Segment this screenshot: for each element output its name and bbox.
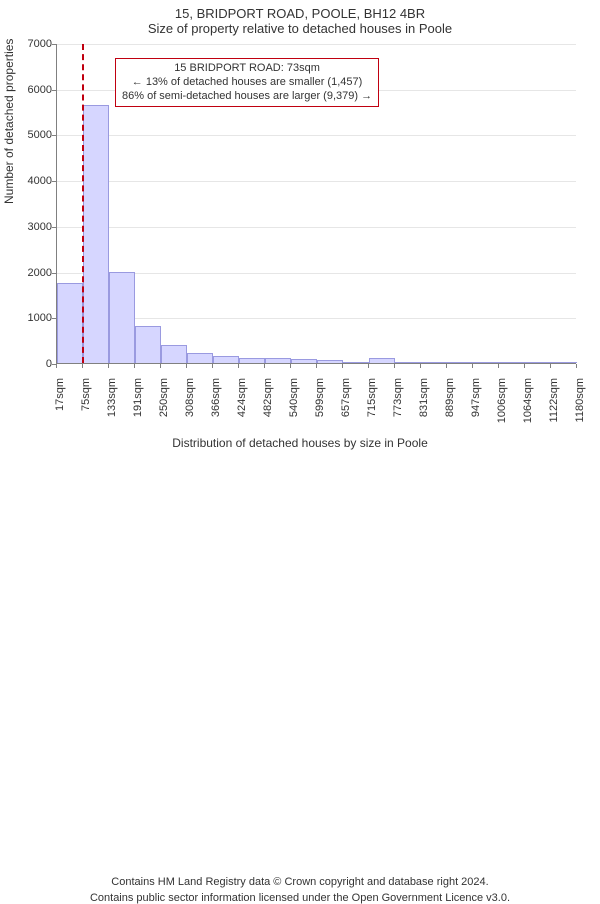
histogram-bar — [499, 362, 525, 363]
x-tick-label: 191sqm — [132, 378, 144, 438]
x-tick-label: 1122sqm — [548, 378, 560, 438]
x-tick-mark — [550, 364, 551, 368]
histogram-bar — [291, 359, 317, 363]
histogram-bar — [525, 362, 551, 363]
gridline — [57, 44, 576, 45]
x-tick-mark — [264, 364, 265, 368]
x-tick-mark — [186, 364, 187, 368]
histogram-bar — [447, 362, 473, 363]
y-tick-mark — [52, 181, 56, 182]
histogram-bar — [161, 345, 187, 363]
y-tick-label: 6000 — [12, 84, 52, 96]
footer-line1: Contains HM Land Registry data © Crown c… — [0, 876, 600, 888]
histogram-bar — [551, 362, 577, 363]
histogram-chart: Number of detached properties 15 BRIDPOR… — [0, 36, 600, 436]
x-tick-mark — [238, 364, 239, 368]
y-tick-mark — [52, 227, 56, 228]
y-tick-mark — [52, 318, 56, 319]
y-tick-label: 4000 — [12, 175, 52, 187]
x-tick-label: 947sqm — [470, 378, 482, 438]
x-tick-mark — [108, 364, 109, 368]
gridline — [57, 135, 576, 136]
property-marker-line — [82, 44, 84, 363]
histogram-bar — [369, 358, 395, 363]
x-tick-mark — [446, 364, 447, 368]
histogram-bar — [343, 362, 369, 363]
annotation-line1: 15 BRIDPORT ROAD: 73sqm — [122, 62, 372, 76]
histogram-bar — [265, 358, 291, 363]
x-tick-label: 889sqm — [444, 378, 456, 438]
y-tick-mark — [52, 273, 56, 274]
x-tick-label: 657sqm — [340, 378, 352, 438]
x-tick-label: 17sqm — [54, 378, 66, 438]
x-tick-label: 482sqm — [262, 378, 274, 438]
x-tick-mark — [394, 364, 395, 368]
x-tick-label: 1006sqm — [496, 378, 508, 438]
histogram-bar — [239, 358, 265, 363]
plot-area: 15 BRIDPORT ROAD: 73sqm ← 13% of detache… — [56, 44, 576, 364]
y-tick-label: 1000 — [12, 312, 52, 324]
x-tick-mark — [498, 364, 499, 368]
histogram-bar — [187, 353, 213, 363]
x-tick-mark — [524, 364, 525, 368]
x-tick-label: 715sqm — [366, 378, 378, 438]
x-tick-label: 250sqm — [158, 378, 170, 438]
histogram-bar — [83, 105, 109, 363]
histogram-bar — [213, 356, 239, 363]
x-tick-mark — [342, 364, 343, 368]
x-tick-label: 599sqm — [314, 378, 326, 438]
annotation-line2: ← 13% of detached houses are smaller (1,… — [122, 76, 372, 90]
x-tick-mark — [212, 364, 213, 368]
y-tick-mark — [52, 44, 56, 45]
y-tick-label: 2000 — [12, 267, 52, 279]
x-tick-label: 75sqm — [80, 378, 92, 438]
x-tick-label: 1180sqm — [574, 378, 586, 438]
x-tick-mark — [316, 364, 317, 368]
x-tick-mark — [368, 364, 369, 368]
x-tick-label: 424sqm — [236, 378, 248, 438]
histogram-bar — [135, 326, 161, 363]
x-tick-mark — [160, 364, 161, 368]
annotation-line3: 86% of semi-detached houses are larger (… — [122, 90, 372, 104]
x-tick-label: 308sqm — [184, 378, 196, 438]
x-tick-label: 540sqm — [288, 378, 300, 438]
histogram-bar — [57, 283, 83, 363]
x-tick-mark — [134, 364, 135, 368]
histogram-bar — [395, 362, 421, 363]
footer-line2: Contains public sector information licen… — [0, 892, 600, 904]
histogram-bar — [109, 272, 135, 363]
x-tick-label: 773sqm — [392, 378, 404, 438]
y-tick-mark — [52, 90, 56, 91]
annotation-box: 15 BRIDPORT ROAD: 73sqm ← 13% of detache… — [115, 58, 379, 107]
x-tick-mark — [82, 364, 83, 368]
y-tick-label: 5000 — [12, 129, 52, 141]
page-title-line1: 15, BRIDPORT ROAD, POOLE, BH12 4BR — [0, 6, 600, 21]
x-tick-mark — [576, 364, 577, 368]
gridline — [57, 227, 576, 228]
x-tick-label: 133sqm — [106, 378, 118, 438]
x-tick-mark — [56, 364, 57, 368]
x-tick-mark — [290, 364, 291, 368]
y-tick-label: 3000 — [12, 221, 52, 233]
page-title-line2: Size of property relative to detached ho… — [0, 21, 600, 36]
x-tick-label: 366sqm — [210, 378, 222, 438]
x-tick-label: 831sqm — [418, 378, 430, 438]
x-tick-label: 1064sqm — [522, 378, 534, 438]
y-tick-label: 0 — [12, 358, 52, 370]
x-tick-mark — [420, 364, 421, 368]
histogram-bar — [473, 362, 499, 363]
histogram-bar — [421, 362, 447, 363]
y-tick-label: 7000 — [12, 38, 52, 50]
x-tick-mark — [472, 364, 473, 368]
histogram-bar — [317, 360, 343, 363]
gridline — [57, 181, 576, 182]
y-tick-mark — [52, 135, 56, 136]
x-axis-label: Distribution of detached houses by size … — [0, 436, 600, 450]
